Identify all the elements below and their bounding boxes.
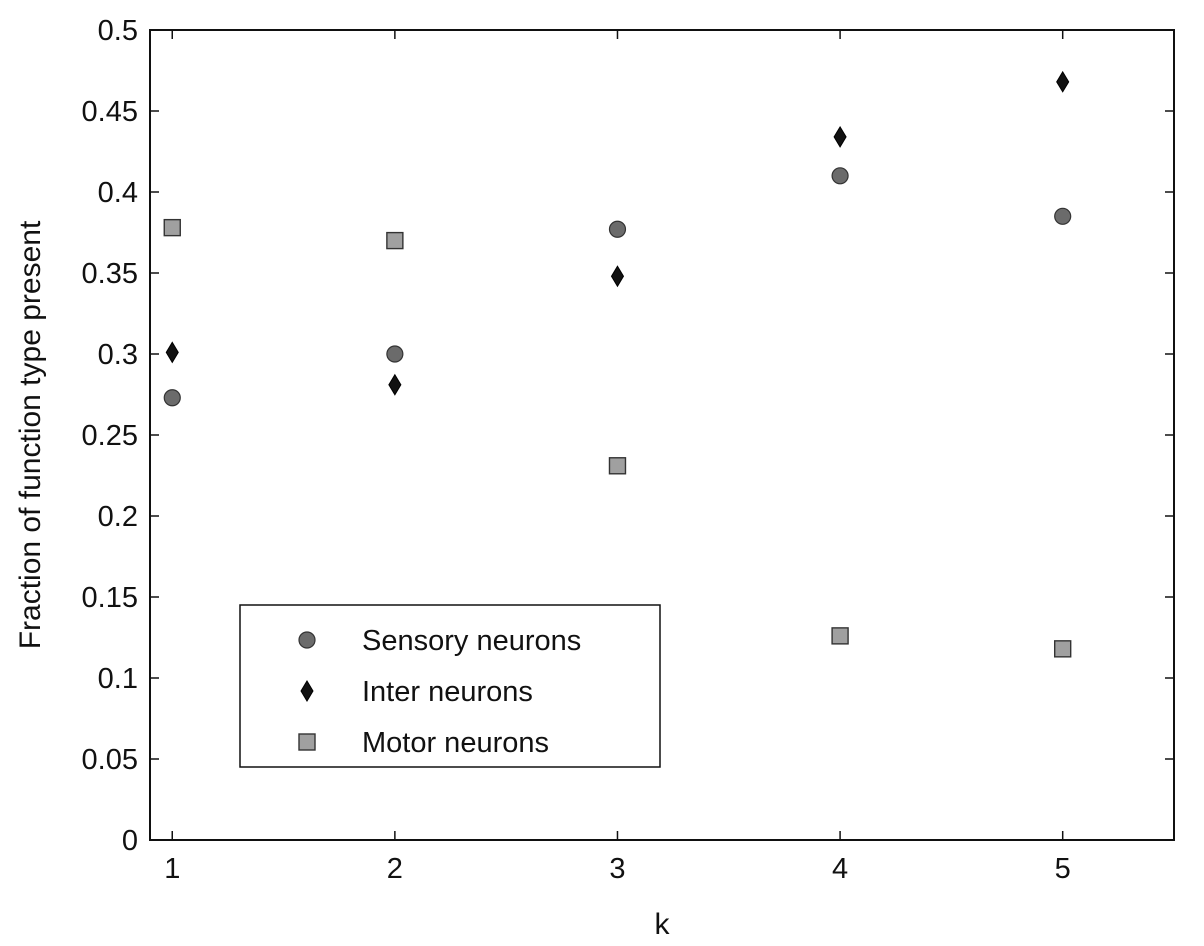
diamond-point [165,341,179,364]
legend-marker-diamond [300,680,314,702]
legend-marker-circle [298,631,316,649]
square-point [831,627,849,645]
x-tick-label: 1 [164,853,180,885]
y-tick-label: 0.35 [82,258,138,290]
y-tick-label: 0.1 [98,663,138,695]
y-tick-label: 0.2 [98,501,138,533]
y-tick-label: 0.05 [82,744,138,776]
circle-point [831,167,849,185]
square-point [386,231,404,250]
circle-point [1054,207,1072,225]
legend: Sensory neurons Inter neurons Motor neuron… [239,604,661,768]
data-points [163,70,1072,658]
x-axis-title: k [655,908,671,941]
legend-label: Sensory neurons [362,625,581,657]
y-tick-label: 0.25 [82,420,138,452]
circle-point [163,389,181,407]
x-tick-label: 3 [609,853,625,885]
y-tick-label: 0.15 [82,582,138,614]
y-tick-label: 0.4 [98,177,138,209]
legend-label: Motor neurons [362,727,549,759]
legend-marker-square [298,733,316,751]
x-tick-label: 2 [387,853,403,885]
x-tick-label: 4 [832,853,848,885]
x-tick-label: 5 [1055,853,1071,885]
legend-label: Inter neurons [362,676,533,708]
square-point [608,457,627,475]
diamond-point [610,265,625,288]
square-point [163,218,181,237]
y-tick-label: 0.5 [98,15,138,47]
diamond-point [1056,70,1070,93]
y-tick-label: 0 [122,825,138,857]
square-point [1053,640,1072,658]
y-axis-title: Fraction of function type present [14,220,47,649]
axis-ticks: 0 0.05 0.1 0.15 0.2 0.25 0.3 0.35 0.4 0.45 0.5 1 2 3 4… [82,15,1174,885]
y-tick-label: 0.45 [82,96,138,128]
y-tick-label: 0.3 [98,339,138,371]
diamond-point [388,373,402,396]
circle-point [386,345,404,363]
diamond-point [833,125,847,148]
circle-point [608,220,627,238]
